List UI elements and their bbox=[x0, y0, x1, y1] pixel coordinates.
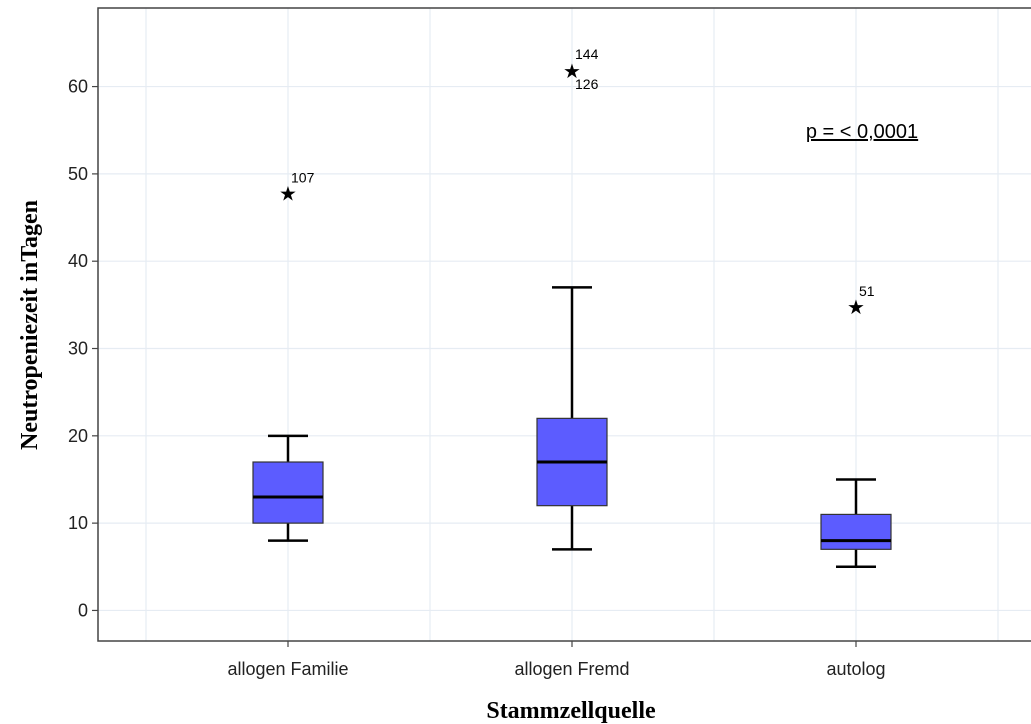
outlier-star: ★ bbox=[563, 59, 581, 83]
iqr-box bbox=[252, 461, 324, 524]
iqr-box bbox=[820, 513, 892, 550]
x-tick-label: autolog bbox=[826, 659, 885, 679]
y-tick-label: 50 bbox=[68, 164, 88, 184]
p-value-annotation: p = < 0,0001 bbox=[806, 121, 918, 143]
box-2: ★144 126 bbox=[536, 46, 608, 551]
x-tick-label: allogen Fremd bbox=[514, 659, 629, 679]
box-1: ★107 bbox=[252, 169, 324, 542]
y-tick-label: 20 bbox=[68, 426, 88, 446]
x-tick-label: allogen Familie bbox=[227, 659, 348, 679]
outlier-label: 144 bbox=[575, 46, 599, 62]
plot-frame bbox=[97, 7, 1031, 642]
y-axis: 0 10 20 30 40 50 60 bbox=[68, 77, 98, 620]
outlier-star: ★ bbox=[847, 295, 865, 319]
y-tick-label: 60 bbox=[68, 77, 88, 97]
y-axis-title: Neutropeniezeit inTagen bbox=[17, 200, 43, 450]
y-tick-label: 0 bbox=[78, 600, 88, 620]
grid-lines bbox=[98, 8, 1031, 641]
y-tick-label: 30 bbox=[68, 339, 88, 359]
outlier-label: 126 bbox=[575, 76, 599, 92]
y-tick-label: 10 bbox=[68, 513, 88, 533]
outlier-label: 107 bbox=[291, 169, 315, 185]
outlier-label: 51 bbox=[859, 283, 875, 299]
x-axis: allogen Familie allogen Fremd autolog bbox=[227, 641, 886, 679]
x-axis-title: Stammzellquelle bbox=[486, 698, 656, 724]
outlier-star: ★ bbox=[279, 181, 297, 205]
y-tick-label: 40 bbox=[68, 251, 88, 271]
box-3: ★51 bbox=[820, 283, 892, 569]
